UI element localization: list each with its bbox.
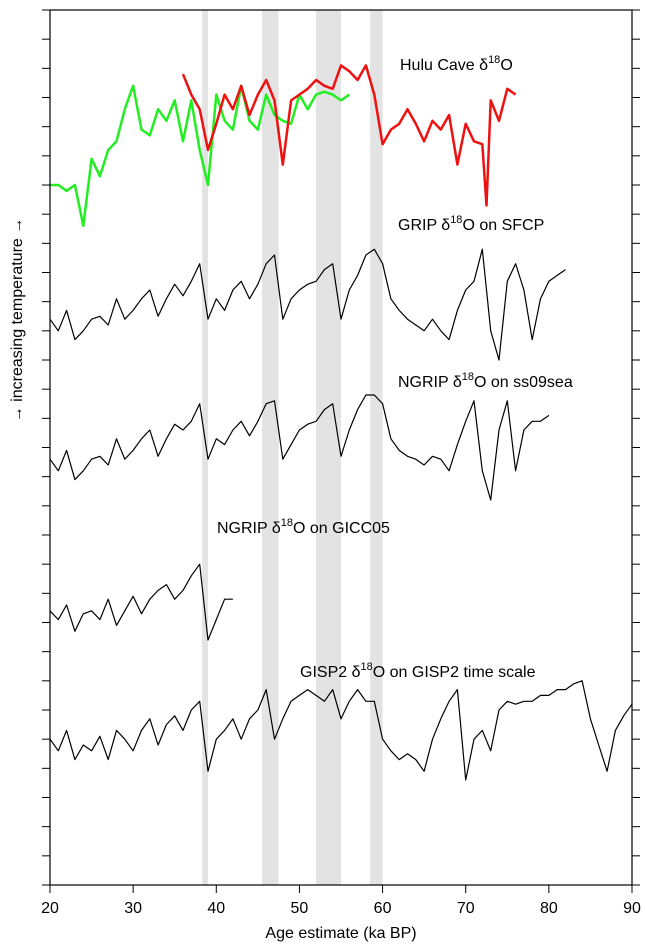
shaded-interval — [202, 10, 208, 885]
label-text: GISP2 δ — [300, 664, 361, 681]
x-tick-label: 20 — [41, 900, 59, 917]
label-superscript: 18 — [450, 214, 462, 226]
label-text: NGRIP δ — [217, 520, 281, 537]
series-line — [181, 64, 517, 207]
y-axis-label: → increasing temperature → — [9, 218, 26, 423]
x-tick-label: 60 — [374, 900, 392, 917]
label-text: O — [500, 57, 512, 74]
shaded-interval — [316, 10, 341, 885]
x-tick-label: 80 — [540, 900, 558, 917]
label-text: GRIP δ — [398, 217, 450, 234]
series-line — [49, 394, 550, 501]
shaded-interval — [262, 10, 279, 885]
label-superscript: 18 — [488, 54, 500, 66]
label-text: NGRIP δ — [398, 374, 462, 391]
label-text: O on GISP2 time scale — [373, 664, 536, 681]
label-text: Hulu Cave δ — [400, 57, 488, 74]
label-superscript: 18 — [281, 517, 293, 529]
label-text: O on ss09sea — [474, 374, 573, 391]
shaded-interval — [370, 10, 383, 885]
x-tick-label: 90 — [623, 900, 641, 917]
x-tick-label: 50 — [291, 900, 309, 917]
series-line — [49, 248, 566, 361]
label-text: O on GICC05 — [293, 520, 390, 537]
series-label: Hulu Cave δ18O — [400, 54, 513, 74]
series-label: GISP2 δ18O on GISP2 time scale — [300, 661, 536, 681]
x-tick-label: 70 — [457, 900, 475, 917]
series-line — [49, 680, 633, 781]
x-tick-label: 40 — [207, 900, 225, 917]
label-text: O on SFCP — [462, 217, 544, 234]
series-label: GRIP δ18O on SFCP — [398, 214, 544, 234]
x-tick-label: 30 — [124, 900, 142, 917]
x-axis-label: Age estimate (ka BP) — [265, 925, 416, 942]
series-label: NGRIP δ18O on GICC05 — [217, 517, 390, 537]
series-line — [49, 563, 233, 641]
label-superscript: 18 — [360, 661, 372, 673]
series-label: NGRIP δ18O on ss09sea — [398, 371, 573, 391]
label-superscript: 18 — [462, 371, 474, 383]
